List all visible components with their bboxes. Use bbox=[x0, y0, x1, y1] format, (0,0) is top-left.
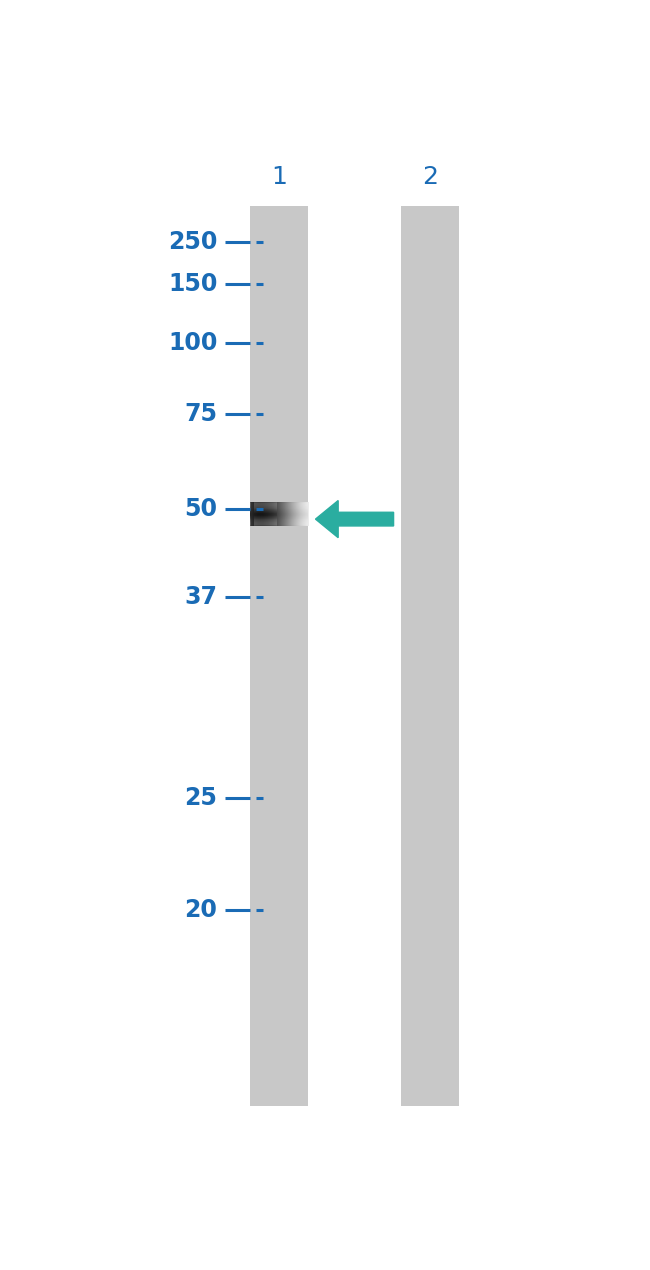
Bar bbox=[307, 503, 309, 526]
Text: 1: 1 bbox=[271, 165, 287, 188]
Bar bbox=[251, 503, 253, 526]
Bar bbox=[274, 503, 275, 526]
Bar bbox=[253, 503, 255, 526]
Bar bbox=[256, 503, 257, 526]
Bar bbox=[282, 503, 284, 526]
Bar bbox=[305, 503, 307, 526]
Bar bbox=[278, 503, 279, 526]
Bar bbox=[260, 503, 261, 526]
Bar bbox=[255, 503, 257, 526]
Bar bbox=[276, 503, 277, 526]
Bar bbox=[280, 503, 282, 526]
Bar bbox=[262, 503, 263, 526]
Bar bbox=[302, 503, 304, 526]
Bar bbox=[266, 503, 267, 526]
Bar bbox=[278, 503, 280, 526]
Bar bbox=[263, 503, 265, 526]
Bar bbox=[281, 503, 283, 526]
Bar bbox=[261, 503, 263, 526]
Bar bbox=[280, 503, 281, 526]
Bar bbox=[284, 503, 286, 526]
Bar bbox=[274, 503, 276, 526]
Bar bbox=[266, 503, 268, 526]
Bar bbox=[276, 503, 278, 526]
Bar bbox=[299, 503, 301, 526]
Text: 50: 50 bbox=[184, 498, 217, 521]
Bar bbox=[296, 503, 298, 526]
Text: 250: 250 bbox=[168, 230, 217, 254]
Bar bbox=[293, 503, 294, 526]
Bar bbox=[295, 503, 296, 526]
Text: 100: 100 bbox=[168, 331, 217, 356]
Bar bbox=[265, 503, 266, 526]
Bar bbox=[257, 503, 259, 526]
Bar bbox=[283, 503, 285, 526]
Bar bbox=[306, 503, 307, 526]
Bar bbox=[270, 503, 272, 526]
Bar bbox=[285, 503, 287, 526]
Bar bbox=[303, 503, 305, 526]
Text: 25: 25 bbox=[185, 786, 217, 810]
Bar bbox=[250, 206, 308, 1106]
Bar bbox=[297, 503, 299, 526]
Bar bbox=[294, 503, 296, 526]
Bar bbox=[287, 503, 288, 526]
Bar bbox=[254, 503, 255, 526]
Bar bbox=[300, 503, 302, 526]
Bar bbox=[252, 503, 254, 526]
Bar bbox=[258, 503, 259, 526]
Bar bbox=[264, 503, 265, 526]
Bar bbox=[289, 503, 290, 526]
FancyArrow shape bbox=[315, 500, 393, 537]
Bar bbox=[272, 503, 273, 526]
Bar bbox=[308, 503, 309, 526]
Bar bbox=[401, 206, 459, 1106]
Bar bbox=[298, 503, 300, 526]
Bar bbox=[304, 503, 306, 526]
Bar bbox=[259, 503, 261, 526]
Bar bbox=[291, 503, 292, 526]
Bar bbox=[250, 503, 252, 526]
Bar bbox=[301, 503, 303, 526]
Bar bbox=[268, 503, 269, 526]
Bar bbox=[270, 503, 271, 526]
Bar bbox=[268, 503, 270, 526]
Bar bbox=[292, 503, 294, 526]
Bar bbox=[287, 503, 289, 526]
Text: 37: 37 bbox=[184, 585, 217, 610]
Bar bbox=[291, 503, 292, 526]
Text: 20: 20 bbox=[185, 898, 217, 922]
Text: 2: 2 bbox=[422, 165, 438, 188]
Text: 75: 75 bbox=[184, 403, 217, 427]
Bar bbox=[289, 503, 291, 526]
Bar bbox=[272, 503, 274, 526]
Text: 150: 150 bbox=[168, 273, 217, 296]
